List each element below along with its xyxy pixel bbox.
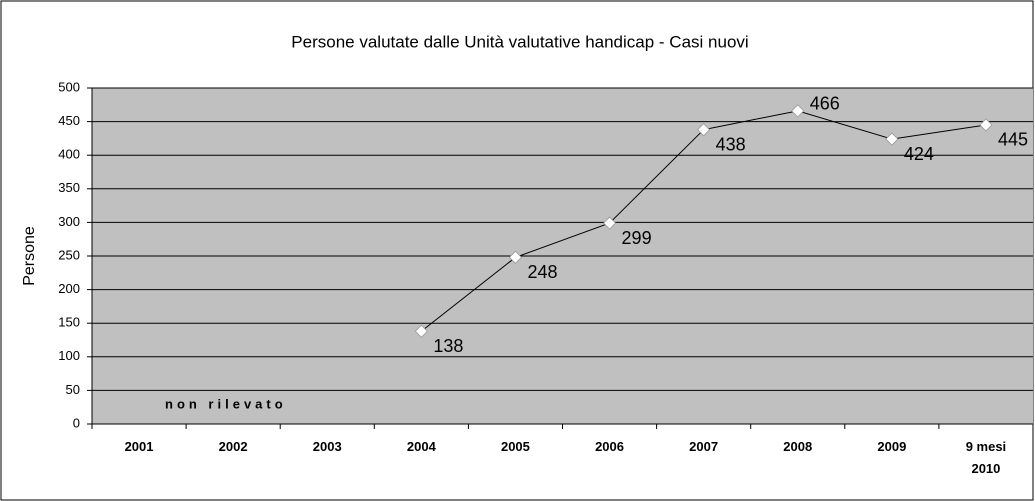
y-tick-label: 200 (58, 281, 80, 296)
y-tick-label: 400 (58, 147, 80, 162)
x-tick-label: 2002 (218, 439, 248, 454)
marker (791, 104, 805, 118)
chart-title: Persone valutate dalle Unità valutative … (291, 32, 748, 51)
data-label: 138 (433, 336, 463, 356)
x-tick-label: 2003 (312, 439, 342, 454)
y-tick-label: 100 (58, 348, 80, 363)
x-tick-label: 2007 (689, 439, 719, 454)
annotation: non rilevato (165, 396, 287, 411)
data-label: 445 (998, 130, 1028, 150)
y-axis-label: Persone (21, 226, 38, 286)
data-label: 299 (622, 228, 652, 248)
y-tick-label: 250 (58, 247, 80, 262)
x-tick-label: 2008 (783, 439, 813, 454)
y-tick-label: 0 (73, 415, 80, 430)
marker (508, 250, 523, 264)
marker (697, 123, 711, 137)
marker (979, 118, 993, 132)
y-tick-label: 350 (58, 180, 80, 195)
x-tick-label: 9 mesi 2010 (965, 439, 1007, 476)
x-tick-label: 2009 (877, 439, 907, 454)
marker (414, 324, 428, 338)
data-label: 466 (810, 94, 840, 114)
y-tick-label: 450 (58, 113, 80, 128)
x-tick-label: 2001 (124, 439, 154, 454)
marker (602, 216, 617, 230)
y-tick-label: 300 (58, 214, 80, 229)
data-label: 438 (716, 134, 746, 154)
data-label: 424 (904, 144, 934, 164)
data-label: 248 (527, 262, 557, 282)
x-tick-label: 2004 (406, 439, 436, 454)
marker (885, 132, 899, 146)
y-tick-label: 500 (58, 79, 80, 94)
x-tick-label: 2005 (500, 439, 530, 454)
y-tick-label: 50 (66, 382, 80, 397)
y-tick-label: 150 (58, 315, 80, 330)
x-tick-label: 2006 (595, 439, 624, 454)
